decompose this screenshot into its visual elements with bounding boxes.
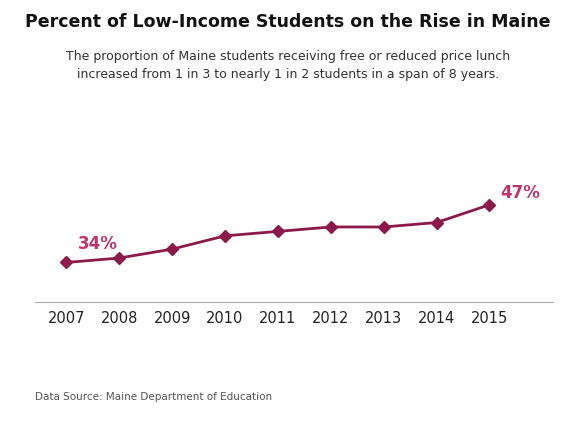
- Text: The proportion of Maine students receiving free or reduced price lunch
increased: The proportion of Maine students receivi…: [66, 50, 510, 81]
- Text: Data Source: Maine Department of Education: Data Source: Maine Department of Educati…: [35, 392, 272, 402]
- Text: Percent of Low-Income Students on the Rise in Maine: Percent of Low-Income Students on the Ri…: [25, 13, 551, 31]
- Text: 34%: 34%: [77, 235, 118, 253]
- Text: 47%: 47%: [501, 184, 540, 202]
